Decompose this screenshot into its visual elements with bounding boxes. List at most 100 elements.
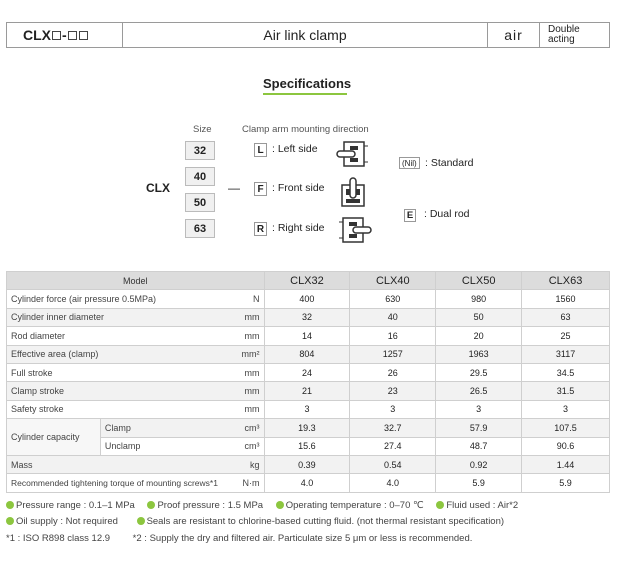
cell: 90.6 — [521, 436, 610, 456]
cell: 20 — [435, 326, 523, 346]
clamp-front-icon — [341, 177, 365, 207]
cell: 630 — [349, 289, 437, 309]
cell: 50 — [435, 307, 523, 328]
row-unit: mm — [226, 381, 265, 401]
note-proof: Proof pressure : 1.5 MPa — [157, 500, 264, 511]
action-line1: Double — [548, 24, 580, 35]
row-unit: mm² — [226, 344, 265, 364]
cell: 21 — [263, 381, 351, 401]
size-option-50: 50 — [185, 193, 215, 212]
option-e-text: : Dual rod — [424, 208, 470, 220]
cell: 48.7 — [435, 436, 523, 456]
row-label: Clamp stroke — [6, 381, 227, 401]
cell: 16 — [349, 326, 437, 346]
cell: 1257 — [349, 344, 437, 364]
column-header: CLX32 — [263, 270, 351, 291]
cell: 40 — [349, 307, 437, 328]
row-unit: cm³ — [226, 436, 265, 456]
row-sublabel: Unclamp — [99, 436, 227, 456]
row-label: Rod diameter — [6, 326, 227, 346]
direction-letter-f: F — [254, 182, 267, 196]
spec-underline — [263, 93, 347, 95]
clamp-right-icon — [339, 217, 372, 243]
cell: 804 — [263, 344, 351, 364]
action-line2: acting — [548, 34, 575, 45]
footnote-1: *1 : ISO R898 class 12.9 — [6, 533, 111, 544]
cell: 1560 — [521, 289, 610, 309]
table-row: Full stroke mm 24 26 29.5 34.5 — [6, 362, 610, 383]
row-label: Cylinder force (air pressure 0.5MPa) — [6, 289, 227, 309]
size-option-40: 40 — [185, 167, 215, 186]
cell: 29.5 — [435, 362, 523, 383]
note-oil: Oil supply : Not required — [16, 516, 118, 527]
bullet-icon — [436, 500, 445, 509]
row-unit: cm³ — [226, 418, 265, 438]
row-unit: mm — [226, 307, 265, 328]
cell: 26 — [349, 362, 437, 383]
model-header: Model — [6, 270, 265, 291]
cell: 32 — [263, 307, 351, 328]
cell: 400 — [263, 289, 351, 309]
table-header-row: Model CLX32 CLX40 CLX50 CLX63 — [6, 270, 610, 291]
code-dash: — — [228, 181, 240, 195]
row-label: Safety stroke — [6, 399, 227, 420]
size-label: Size — [193, 124, 212, 135]
row-label: Effective area (clamp) — [6, 344, 227, 364]
model-sep: - — [62, 27, 67, 43]
cell: 26.5 — [435, 381, 523, 401]
clamp-left-icon — [336, 141, 368, 167]
row-label: Recommended tightening torque of mountin… — [6, 473, 227, 493]
row-unit: N·m — [226, 473, 265, 493]
header-bar: CLX - Air link clamp air Double acting — [6, 22, 610, 48]
note-temp: Operating temperature : 0–70 ℃ — [285, 500, 424, 511]
note-seals: Seals are resistant to chlorine-based cu… — [146, 516, 505, 527]
row-sublabel: Clamp — [99, 418, 227, 438]
option-e-box: E — [404, 209, 416, 222]
spec-table: Model CLX32 CLX40 CLX50 CLX63 Cylinder f… — [6, 270, 610, 493]
note-fluid: Fluid used : Air*2 — [446, 500, 519, 511]
cell: 25 — [521, 326, 610, 346]
cell: 0.39 — [263, 454, 351, 475]
column-header: CLX50 — [435, 270, 523, 291]
cell: 1963 — [435, 344, 523, 364]
cell: 23 — [349, 381, 437, 401]
cell: 19.3 — [263, 418, 351, 438]
cell: 4.0 — [349, 473, 437, 493]
placeholder-box-icon — [78, 30, 88, 40]
bullet-icon — [275, 500, 284, 509]
cell: 107.5 — [521, 418, 610, 438]
spec-title: Specifications — [263, 76, 352, 91]
direction-text-right: : Right side — [272, 222, 325, 234]
table-row: Mass kg 0.39 0.54 0.92 1.44 — [6, 454, 610, 475]
column-header: CLX40 — [349, 270, 437, 291]
cell: 24 — [263, 362, 351, 383]
cell: 27.4 — [349, 436, 437, 456]
footnote-2: *2 : Supply the dry and filtered air. Pa… — [132, 533, 473, 544]
cell: 3117 — [521, 344, 610, 364]
model-code-cell: CLX - — [7, 23, 123, 47]
placeholder-box-icon — [67, 30, 77, 40]
table-row: Cylinder force (air pressure 0.5MPa) N 4… — [6, 289, 610, 309]
notes-line-3: *1 : ISO R898 class 12.9 *2 : Supply the… — [6, 533, 472, 544]
table-row: Unclamp cm³ 15.6 27.4 48.7 90.6 — [7, 436, 610, 456]
cell: 4.0 — [263, 473, 351, 493]
cell: 57.9 — [435, 418, 523, 438]
row-label: Full stroke — [6, 362, 227, 383]
direction-label: Clamp arm mounting direction — [242, 124, 369, 135]
direction-letter-r: R — [254, 222, 267, 236]
action-label: Double acting — [539, 23, 609, 47]
table-row: Effective area (clamp) mm² 804 1257 1963… — [6, 344, 610, 364]
note-pressure: Pressure range : 0.1–1 MPa — [16, 500, 135, 511]
row-unit: mm — [226, 399, 265, 420]
size-option-63: 63 — [185, 219, 215, 238]
option-nil-box: (Nil) — [399, 157, 420, 169]
cell: 980 — [435, 289, 523, 309]
bullet-icon — [136, 516, 145, 525]
code-prefix: CLX — [146, 181, 170, 195]
cell: 5.9 — [521, 473, 610, 493]
row-unit: mm — [226, 326, 265, 346]
cell: 0.54 — [349, 454, 437, 475]
placeholder-box-icon — [52, 30, 61, 40]
table-row: Cylinder inner diameter mm 32 40 50 63 — [6, 307, 610, 328]
table-row: Rod diameter mm 14 16 20 25 — [6, 326, 610, 346]
